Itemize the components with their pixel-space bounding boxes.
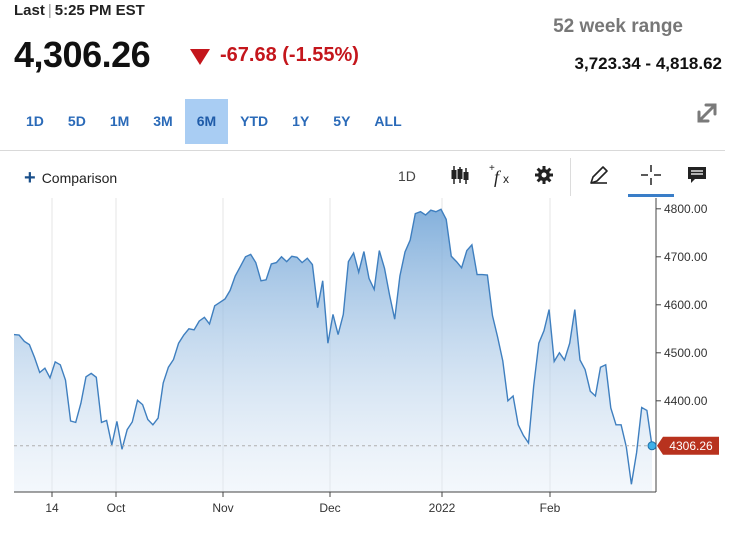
interval-selector[interactable]: 1D xyxy=(398,168,416,184)
svg-text:x: x xyxy=(503,172,509,186)
tab-1d[interactable]: 1D xyxy=(26,113,44,129)
change-value: -67.68 (-1.55%) xyxy=(220,44,359,66)
y-tick-label: 4800.00 xyxy=(664,202,708,216)
down-arrow-icon xyxy=(190,48,210,65)
current-price: 4,306.26 xyxy=(14,34,151,75)
svg-text:f: f xyxy=(494,167,502,187)
price-line xyxy=(13,208,653,485)
candlestick-icon[interactable] xyxy=(445,160,475,190)
crosshair-icon[interactable] xyxy=(636,160,666,190)
function-icon[interactable]: + f x xyxy=(486,160,516,190)
comparison-label: Comparison xyxy=(41,170,118,186)
tab-5y[interactable]: 5Y xyxy=(333,113,351,129)
tab-all[interactable]: ALL xyxy=(374,113,402,129)
crosshair-active-indicator xyxy=(628,194,674,197)
tab-3m[interactable]: 3M xyxy=(153,113,173,129)
comment-icon[interactable] xyxy=(682,160,712,190)
expand-icon[interactable] xyxy=(692,98,722,128)
y-tick-label: 4700.00 xyxy=(664,250,708,264)
y-tick-label: 4400.00 xyxy=(664,394,708,408)
plus-icon: + xyxy=(24,167,36,189)
last-time: 5:25 PM EST xyxy=(54,2,145,19)
x-tick-label: Feb xyxy=(540,501,561,515)
gear-icon[interactable] xyxy=(529,160,559,190)
last-point-marker xyxy=(647,441,657,451)
separator: | xyxy=(47,2,52,19)
last-label: Last xyxy=(14,2,45,19)
x-tick-label: Nov xyxy=(212,501,233,515)
time-range-tabs: 1D 5D 1M 3M 6M YTD 1Y 5Y ALL xyxy=(14,99,414,144)
toolbar-separator xyxy=(570,158,571,196)
range-title: 52 week range xyxy=(553,16,683,37)
y-tick-label: 4600.00 xyxy=(664,298,708,312)
price-area xyxy=(14,209,652,493)
price-chart[interactable]: 14 Oct Nov Dec 2022 Feb 4800.00 4700.00 4600.00 4… xyxy=(0,198,735,530)
y-tick-label: 4500.00 xyxy=(664,346,708,360)
current-price-tag xyxy=(657,436,719,455)
comparison-button[interactable]: + Comparison xyxy=(24,167,118,189)
current-price-tag-label: 4306.26 xyxy=(669,439,713,453)
tab-1m[interactable]: 1M xyxy=(109,113,130,129)
price-change: -67.68 (-1.55%) xyxy=(190,44,359,67)
pencil-icon[interactable] xyxy=(584,160,614,190)
divider xyxy=(0,150,725,151)
tab-6m[interactable]: 6M xyxy=(184,99,229,144)
x-tick-label: 2022 xyxy=(429,501,456,515)
x-tick-label: Oct xyxy=(107,501,126,515)
tab-ytd[interactable]: YTD xyxy=(240,113,269,129)
x-tick-label: 14 xyxy=(45,501,59,515)
last-update-line: Last | 5:25 PM EST xyxy=(14,2,145,19)
svg-text:+: + xyxy=(489,163,495,174)
tab-1y[interactable]: 1Y xyxy=(292,113,310,129)
tab-5d[interactable]: 5D xyxy=(67,113,86,129)
x-tick-label: Dec xyxy=(319,501,340,515)
range-value: 3,723.34 - 4,818.62 xyxy=(574,54,722,73)
